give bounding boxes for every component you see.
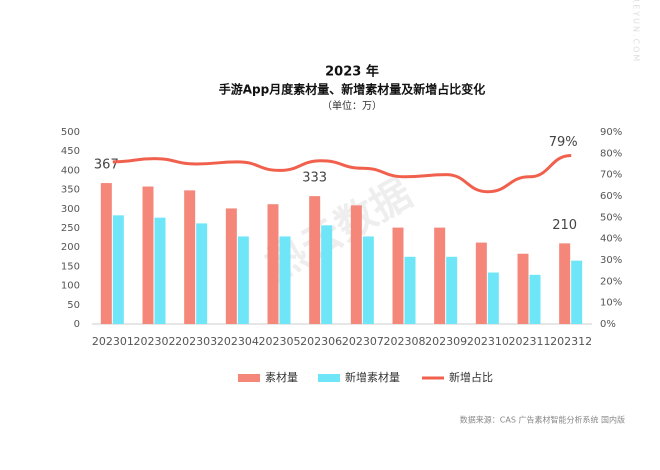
data-label: 210 [552, 218, 577, 233]
data-label: 333 [302, 171, 327, 186]
bar [184, 190, 196, 324]
legend-swatch [318, 374, 340, 382]
x-tick-label: 202303 [175, 335, 217, 348]
bar [309, 196, 321, 324]
bar [279, 236, 291, 324]
y-tick-label: 450 [61, 146, 80, 157]
y2-tick-label: 70% [600, 170, 622, 181]
data-label: 79% [549, 135, 578, 150]
y2-tick-label: 30% [600, 255, 622, 266]
bar [154, 217, 166, 324]
bar [571, 260, 583, 324]
chart-title: 2023 年 [325, 64, 379, 80]
y-tick-label: 250 [61, 223, 80, 234]
y2-tick-label: 60% [600, 191, 622, 202]
x-tick-label: 202308 [384, 335, 426, 348]
bar [225, 208, 237, 324]
unit-label: （单位：万） [322, 99, 382, 112]
x-tick-label: 202312 [550, 335, 592, 348]
y-tick-label: 100 [61, 281, 80, 292]
y-tick-label: 350 [61, 185, 80, 196]
x-tick-label: 202307 [342, 335, 384, 348]
bar [392, 227, 404, 324]
bar [362, 236, 374, 324]
bar [321, 225, 333, 324]
legend-label: 新增素材量 [345, 370, 400, 384]
bar [446, 256, 458, 324]
y2-tick-label: 90% [600, 127, 622, 138]
chart-subtitle: 手游App月度素材量、新增素材量及新增占比变化 [219, 82, 485, 97]
bar [404, 256, 416, 324]
source-note: 数据来源：CAS 广告素材智能分析系统 国内版 [460, 415, 625, 425]
legend-swatch [238, 374, 260, 382]
x-tick-label: 202306 [300, 335, 342, 348]
y-tick-label: 150 [61, 261, 80, 272]
legend-label: 新增占比 [449, 370, 493, 384]
bar [487, 272, 499, 324]
line [112, 153, 572, 194]
bar [517, 253, 529, 324]
x-tick-label: 202305 [259, 335, 301, 348]
bar [529, 274, 541, 324]
y2-tick-label: 40% [600, 234, 622, 245]
x-tick-label: 202310 [467, 335, 509, 348]
bar [100, 183, 112, 324]
bar [559, 243, 571, 324]
bar [196, 223, 208, 324]
x-tick-label: 202304 [217, 335, 259, 348]
bar [112, 215, 124, 324]
bar [237, 236, 249, 324]
x-tick-label: 202301 [92, 335, 134, 348]
x-tick-label: 202311 [509, 335, 551, 348]
y-tick-label: 0 [74, 319, 80, 330]
x-tick-label: 202302 [134, 335, 176, 348]
y-tick-label: 500 [61, 127, 80, 138]
bar [350, 205, 362, 324]
y2-tick-label: 10% [600, 298, 622, 309]
y2-tick-label: 50% [600, 212, 622, 223]
bar [142, 186, 154, 324]
y-tick-label: 200 [61, 242, 80, 253]
y2-tick-label: 20% [600, 276, 622, 287]
x-tick-label: 202309 [425, 335, 467, 348]
legend-label: 素材量 [265, 370, 298, 384]
y-tick-label: 300 [61, 204, 80, 215]
side-watermark: REYUN.COM [632, 0, 641, 63]
y2-tick-label: 80% [600, 148, 622, 159]
bar [434, 227, 446, 324]
data-label: 367 [94, 158, 119, 173]
y-tick-label: 50 [67, 300, 80, 311]
y2-tick-label: 0% [600, 319, 616, 330]
bar [475, 242, 487, 324]
bar [267, 204, 279, 324]
y-tick-label: 400 [61, 165, 80, 176]
